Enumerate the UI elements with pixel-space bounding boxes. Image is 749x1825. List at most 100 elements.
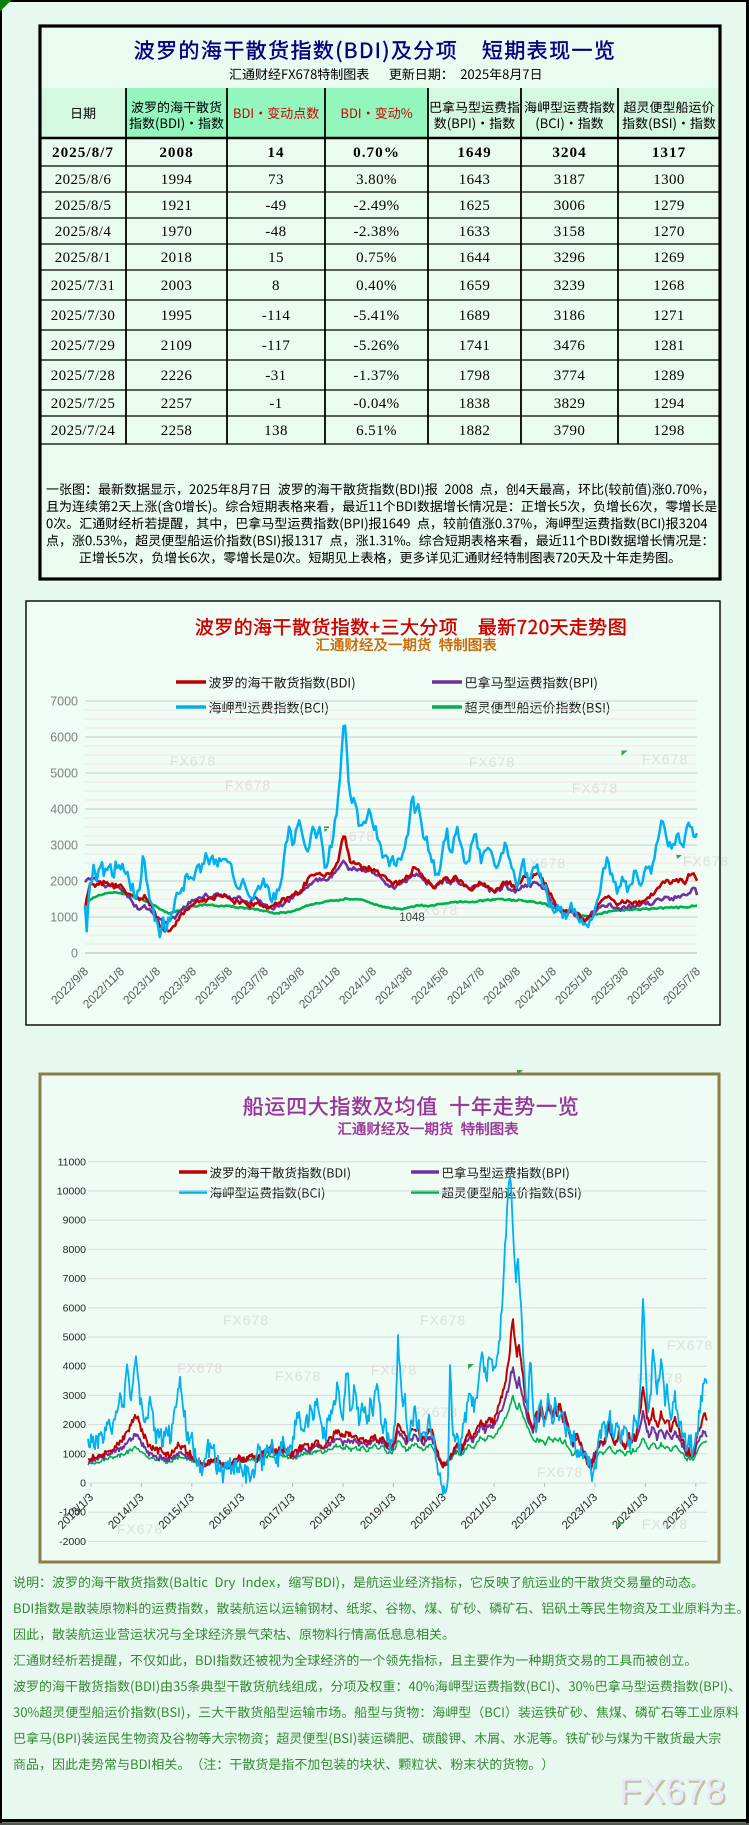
svg-text:3187: 3187	[554, 172, 586, 188]
svg-text:1279: 1279	[653, 198, 685, 214]
svg-text:FX678: FX678	[621, 1772, 727, 1813]
svg-text:-31: -31	[265, 368, 286, 384]
svg-text:7000: 7000	[50, 695, 78, 709]
svg-text:0: 0	[80, 1478, 86, 1490]
svg-text:-49: -49	[265, 198, 286, 214]
svg-text:2025/7/31: 2025/7/31	[51, 278, 115, 294]
svg-text:-1.37%: -1.37%	[353, 368, 399, 384]
svg-text:8: 8	[272, 278, 280, 294]
svg-text:1269: 1269	[653, 250, 685, 266]
svg-text:6000: 6000	[50, 731, 78, 745]
svg-text:FX678: FX678	[537, 1464, 583, 1480]
svg-text:FX678: FX678	[642, 751, 688, 767]
svg-text:2025/8/4: 2025/8/4	[55, 224, 112, 240]
svg-text:3476: 3476	[554, 338, 586, 354]
svg-text:FX678: FX678	[667, 1337, 713, 1353]
svg-text:-114: -114	[262, 308, 291, 324]
svg-text:1921: 1921	[161, 198, 193, 214]
svg-text:3.80%: 3.80%	[356, 172, 397, 188]
svg-text:1289: 1289	[653, 368, 685, 384]
svg-text:5000: 5000	[63, 1332, 87, 1344]
svg-text:6000: 6000	[63, 1302, 87, 1314]
svg-text:2109: 2109	[161, 338, 193, 354]
svg-text:1995: 1995	[161, 308, 193, 324]
svg-text:1994: 1994	[161, 172, 193, 188]
svg-text:1882: 1882	[459, 423, 491, 439]
svg-text:-48: -48	[265, 224, 286, 240]
svg-text:-0.04%: -0.04%	[353, 396, 399, 412]
svg-text:2025/8/6: 2025/8/6	[55, 172, 112, 188]
svg-text:1271: 1271	[653, 308, 685, 324]
svg-text:2008: 2008	[159, 144, 193, 161]
svg-text:-117: -117	[262, 338, 291, 354]
svg-text:3006: 3006	[554, 198, 586, 214]
svg-text:1317: 1317	[652, 144, 686, 161]
svg-text:3239: 3239	[554, 278, 586, 294]
svg-text:1741: 1741	[459, 338, 491, 354]
svg-text:-2000: -2000	[59, 1536, 86, 1548]
svg-text:FX678: FX678	[619, 1770, 725, 1811]
svg-text:3829: 3829	[554, 396, 586, 412]
svg-text:FX678: FX678	[177, 1360, 223, 1376]
svg-text:3000: 3000	[63, 1390, 87, 1402]
svg-text:FX678: FX678	[469, 754, 515, 770]
svg-text:1838: 1838	[459, 396, 491, 412]
svg-text:3158: 3158	[554, 224, 586, 240]
svg-text:2258: 2258	[161, 423, 193, 439]
svg-text:1649: 1649	[457, 144, 491, 161]
svg-text:FX678: FX678	[117, 1521, 163, 1537]
svg-text:1633: 1633	[459, 224, 491, 240]
svg-text:FX678: FX678	[170, 753, 216, 769]
svg-text:2025/7/28: 2025/7/28	[51, 368, 115, 384]
svg-text:FX678: FX678	[329, 828, 375, 844]
svg-text:6.51%: 6.51%	[356, 423, 397, 439]
svg-text:2003: 2003	[161, 278, 193, 294]
svg-text:1048: 1048	[399, 912, 425, 924]
svg-text:10000: 10000	[57, 1186, 86, 1198]
svg-text:FX678: FX678	[420, 1312, 466, 1328]
svg-text:1294: 1294	[653, 396, 685, 412]
svg-text:3204: 3204	[552, 144, 586, 161]
svg-text:2018: 2018	[161, 250, 193, 266]
svg-text:2257: 2257	[161, 396, 193, 412]
svg-text:1000: 1000	[50, 911, 78, 925]
svg-text:2000: 2000	[63, 1419, 87, 1431]
svg-text:3790: 3790	[554, 423, 586, 439]
svg-text:1689: 1689	[459, 308, 491, 324]
svg-text:FX678: FX678	[642, 1516, 688, 1532]
svg-text:FX678: FX678	[225, 777, 271, 793]
svg-text:1625: 1625	[459, 198, 491, 214]
svg-text:0.75%: 0.75%	[356, 250, 397, 266]
svg-text:FX678: FX678	[520, 855, 566, 871]
svg-text:1270: 1270	[653, 224, 685, 240]
svg-text:1268: 1268	[653, 278, 685, 294]
svg-text:FX678: FX678	[371, 1362, 417, 1378]
svg-text:11000: 11000	[58, 1156, 87, 1168]
svg-text:FX678: FX678	[275, 1368, 321, 1384]
svg-text:0: 0	[71, 947, 78, 961]
svg-text:8000: 8000	[63, 1244, 87, 1256]
svg-text:-2.49%: -2.49%	[353, 198, 399, 214]
svg-text:2025/7/30: 2025/7/30	[51, 308, 115, 324]
svg-text:7000: 7000	[63, 1273, 87, 1285]
svg-text:FX678: FX678	[572, 780, 618, 796]
svg-text:15: 15	[268, 250, 284, 266]
svg-text:73: 73	[268, 172, 284, 188]
svg-text:0.70%: 0.70%	[353, 144, 400, 161]
svg-text:1659: 1659	[459, 278, 491, 294]
svg-text:1970: 1970	[161, 224, 193, 240]
svg-text:FX678: FX678	[683, 853, 729, 869]
svg-text:1798: 1798	[459, 368, 491, 384]
svg-text:1000: 1000	[63, 1448, 87, 1460]
svg-text:0.40%: 0.40%	[356, 278, 397, 294]
svg-text:2226: 2226	[161, 368, 193, 384]
svg-text:5000: 5000	[50, 767, 78, 781]
svg-text:14: 14	[267, 144, 284, 161]
svg-text:2025/7/25: 2025/7/25	[51, 396, 115, 412]
svg-text:-5.26%: -5.26%	[353, 338, 399, 354]
svg-text:9000: 9000	[63, 1215, 87, 1227]
svg-text:3186: 3186	[554, 308, 586, 324]
svg-text:1300: 1300	[653, 172, 685, 188]
svg-text:4000: 4000	[63, 1361, 87, 1373]
svg-text:-2.38%: -2.38%	[353, 224, 399, 240]
